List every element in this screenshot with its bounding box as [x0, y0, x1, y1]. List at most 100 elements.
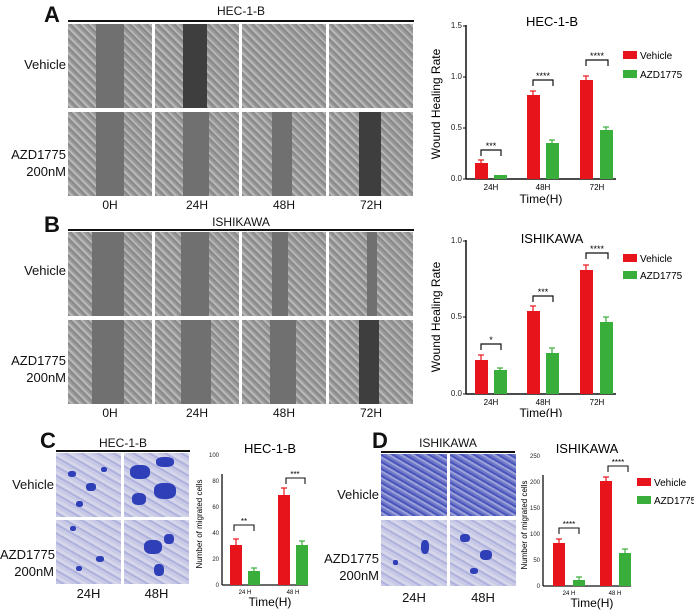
significance-marker: ****: [590, 51, 605, 61]
wound-image-b-azd-0h: [68, 320, 152, 404]
x-tick: 24 H: [563, 591, 576, 597]
y-tick: 0.0: [451, 389, 463, 398]
panel-c-row-vehicle: Vehicle: [12, 477, 54, 492]
panel-d-col-48h: 48H: [471, 590, 495, 605]
y-tick: 250: [530, 454, 541, 460]
transwell-image-c-vehicle-24h: [56, 453, 121, 517]
panel-a-col-48h: 48H: [272, 198, 295, 212]
x-tick: 48H: [536, 183, 551, 192]
chart-b-wound-healing-ishikawa: ISHIKAWA Wound Healing Rate 0.0 0.5 1.0 …: [429, 231, 683, 417]
x-tick: 24H: [484, 398, 499, 407]
wound-image-a-vehicle-72h: [329, 24, 413, 108]
y-axis-label: Wound Healing Rate: [429, 261, 443, 372]
drug-dose: 200nM: [339, 568, 379, 583]
panel-letter-a: A: [44, 2, 60, 27]
wound-image-a-azd-24h: [155, 112, 239, 196]
y-tick: 60: [212, 505, 219, 511]
transwell-image-d-vehicle-48h: [450, 454, 516, 516]
wound-image-a-azd-48h: [242, 112, 326, 196]
chart-c-migrated-cells-hec1b: HEC-1-B Number of migrated cells 0 20 40…: [195, 441, 308, 609]
transwell-image-d-azd-24h: [381, 520, 447, 586]
panel-a-row-vehicle: Vehicle: [24, 57, 66, 72]
drug-dose: 200nM: [14, 564, 54, 579]
y-axis-label: Wound Healing Rate: [429, 48, 443, 159]
panel-c-col-24h: 24H: [76, 586, 101, 601]
significance-marker: ****: [590, 244, 605, 254]
x-tick: 72H: [590, 183, 605, 192]
significance-marker: ****: [536, 71, 551, 81]
y-tick: 0: [537, 584, 541, 590]
legend-swatch-vehicle: [637, 478, 651, 486]
legend-label-azd1775: AZD1775: [654, 496, 694, 507]
transwell-image-c-azd-48h: [124, 520, 189, 584]
x-axis-label: Time(H): [571, 596, 614, 610]
transwell-image-d-azd-48h: [450, 520, 516, 586]
transwell-image-c-azd-24h: [56, 520, 121, 584]
chart-title: HEC-1-B: [244, 441, 296, 456]
panel-letter-c: C: [40, 428, 56, 453]
y-tick: 1.5: [451, 21, 463, 30]
legend-label-azd1775: AZD1775: [640, 271, 683, 282]
y-tick: 40: [212, 531, 219, 537]
significance-marker: ***: [538, 287, 549, 297]
panel-a-row-azd-label: AZD1775 200nM: [0, 146, 66, 180]
y-tick: 0.5: [451, 123, 463, 132]
x-tick: 48 H: [287, 590, 300, 596]
y-tick: 80: [212, 479, 219, 485]
y-tick: 0.0: [451, 174, 463, 183]
panel-c-col-48h: 48H: [144, 586, 169, 601]
y-tick: 200: [530, 480, 541, 486]
panel-letter-b: B: [44, 212, 60, 237]
legend-swatch-vehicle: [623, 51, 637, 59]
x-axis-label: Time(H): [520, 192, 563, 206]
panel-b-row-azd-label: AZD1775 200nM: [0, 352, 66, 386]
panel-b-col-0h: 0H: [102, 406, 118, 420]
panel-d-row-vehicle: Vehicle: [337, 487, 379, 502]
wound-image-a-azd-72h: [329, 112, 413, 196]
panel-c-row-azd-label: AZD1775 200nM: [0, 546, 55, 580]
wound-image-a-vehicle-0h: [68, 24, 152, 108]
panel-b-col-24h: 24H: [185, 406, 208, 420]
panel-d-col-24h: 24H: [402, 590, 426, 605]
legend-label-azd1775: AZD1775: [640, 70, 683, 81]
panel-d-rule: [381, 451, 515, 453]
y-tick: 20: [212, 557, 219, 563]
x-tick: 24 H: [239, 590, 252, 596]
x-axis-label: Time(H): [520, 406, 563, 417]
wound-image-a-azd-0h: [68, 112, 152, 196]
y-axis-label: Number of migrated cells: [520, 481, 529, 570]
y-tick: 1.0: [451, 236, 463, 245]
drug-name: AZD1775: [324, 551, 379, 566]
wound-image-a-vehicle-24h: [155, 24, 239, 108]
wound-image-a-vehicle-48h: [242, 24, 326, 108]
legend-label-vehicle: Vehicle: [640, 51, 673, 62]
panel-b-row-vehicle: Vehicle: [24, 263, 66, 278]
significance-marker: ***: [290, 470, 299, 479]
y-tick: 150: [530, 506, 541, 512]
drug-dose: 200nM: [26, 370, 66, 385]
panel-b-col-48h: 48H: [272, 406, 295, 420]
y-tick: 100: [209, 453, 220, 459]
panel-b-col-72h: 72H: [359, 406, 382, 420]
panel-d-row-azd-label: AZD1775 200nM: [310, 550, 379, 584]
significance-marker: **: [241, 517, 247, 526]
panel-b-cell-line: ISHIKAWA: [212, 215, 270, 229]
wound-image-b-vehicle-0h: [68, 232, 152, 316]
panel-d-cell-line: ISHIKAWA: [419, 436, 477, 450]
significance-marker: ***: [486, 141, 497, 151]
legend-swatch-azd1775: [623, 70, 637, 78]
chart-title: HEC-1-B: [526, 14, 578, 29]
x-tick: 48 H: [609, 591, 622, 597]
significance-marker: *: [489, 335, 493, 345]
significance-marker: ****: [563, 520, 575, 529]
transwell-image-d-vehicle-24h: [381, 454, 447, 516]
y-tick: 100: [530, 532, 541, 538]
wound-image-b-azd-72h: [329, 320, 413, 404]
panel-a-col-72h: 72H: [359, 198, 382, 212]
y-tick: 0: [216, 583, 220, 589]
y-tick: 50: [533, 558, 540, 564]
x-tick: 72H: [590, 398, 605, 407]
panel-a-cell-line: HEC-1-B: [216, 4, 265, 18]
legend-swatch-azd1775: [637, 496, 651, 504]
wound-image-b-azd-24h: [155, 320, 239, 404]
